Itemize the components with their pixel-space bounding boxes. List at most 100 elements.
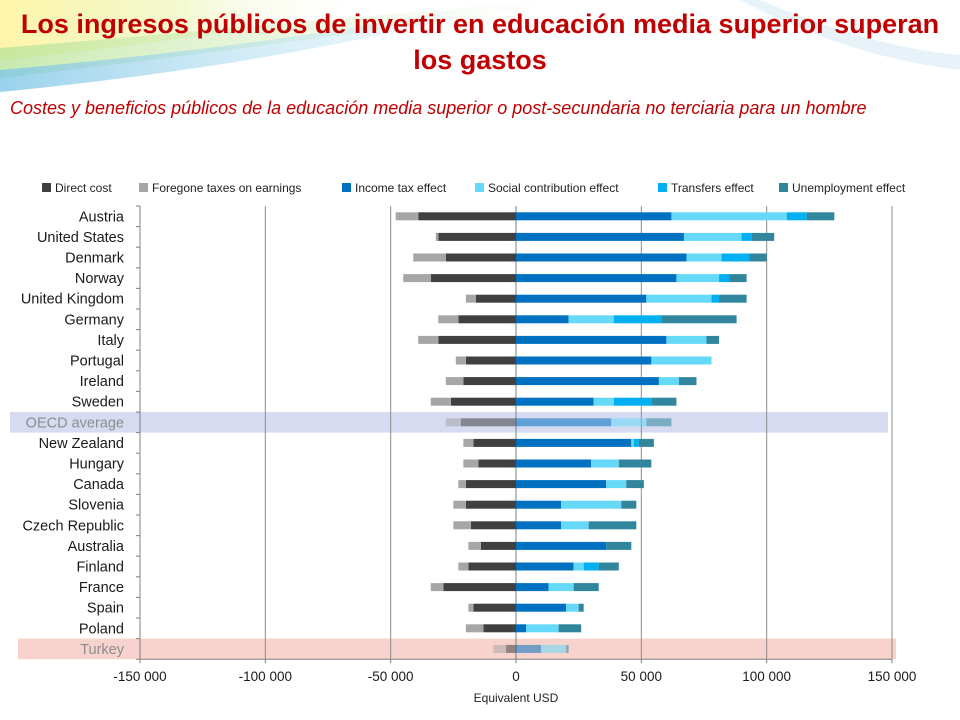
bar-czech-republic-direct-cost bbox=[470, 521, 516, 530]
bar-poland-foregone-taxes-on-earnings bbox=[465, 624, 484, 633]
bar-sweden-income-tax-effect bbox=[516, 397, 594, 406]
bar-austria-social-contribution-effect bbox=[671, 212, 787, 221]
bar-new-zealand-social-contribution-effect bbox=[631, 438, 634, 447]
bar-austria-direct-cost bbox=[418, 212, 516, 221]
x-axis-title: Equivalent USD bbox=[474, 691, 559, 705]
bar-sweden-unemployment-effect bbox=[651, 397, 677, 406]
bar-oecd-average-foregone-taxes-on-earnings bbox=[445, 418, 461, 427]
bar-hungary-social-contribution-effect bbox=[591, 459, 619, 468]
bar-sweden-direct-cost bbox=[450, 397, 516, 406]
bar-germany-social-contribution-effect bbox=[568, 315, 614, 324]
highlight-bands bbox=[10, 412, 896, 660]
category-label-norway: Norway bbox=[75, 271, 125, 287]
bar-united-states-social-contribution-effect bbox=[683, 232, 742, 241]
bar-czech-republic-unemployment-effect bbox=[588, 521, 637, 530]
bar-czech-republic-income-tax-effect bbox=[516, 521, 562, 530]
x-tick-label: 50 000 bbox=[621, 669, 662, 684]
legend-swatch-unemployment-effect bbox=[779, 183, 788, 192]
bar-canada-foregone-taxes-on-earnings bbox=[458, 480, 466, 489]
bar-poland-direct-cost bbox=[483, 624, 516, 633]
bar-new-zealand-unemployment-effect bbox=[638, 438, 654, 447]
category-label-austria: Austria bbox=[79, 209, 125, 225]
bar-oecd-average-income-tax-effect bbox=[516, 418, 612, 427]
category-label-canada: Canada bbox=[73, 477, 125, 493]
category-label-hungary: Hungary bbox=[69, 457, 125, 473]
bar-canada-unemployment-effect bbox=[626, 480, 644, 489]
legend-label-direct-cost: Direct cost bbox=[55, 181, 112, 195]
category-label-czech-republic: Czech Republic bbox=[22, 518, 124, 534]
bar-spain-foregone-taxes-on-earnings bbox=[468, 603, 474, 612]
category-label-ireland: Ireland bbox=[80, 374, 124, 390]
bar-portugal-income-tax-effect bbox=[516, 356, 652, 365]
x-tick-label: 0 bbox=[512, 669, 520, 684]
bar-canada-social-contribution-effect bbox=[606, 480, 627, 489]
bar-finland-income-tax-effect bbox=[516, 562, 574, 571]
bar-united-states-foregone-taxes-on-earnings bbox=[435, 232, 439, 241]
category-label-portugal: Portugal bbox=[70, 354, 124, 370]
bar-united-kingdom-foregone-taxes-on-earnings bbox=[465, 294, 476, 303]
category-label-sweden: Sweden bbox=[72, 395, 124, 411]
bar-france-unemployment-effect bbox=[573, 583, 599, 592]
bar-oecd-average-social-contribution-effect bbox=[611, 418, 647, 427]
bar-australia-direct-cost bbox=[480, 541, 516, 550]
bar-slovenia-foregone-taxes-on-earnings bbox=[453, 500, 466, 509]
bar-germany-unemployment-effect bbox=[661, 315, 737, 324]
bar-finland-unemployment-effect bbox=[598, 562, 619, 571]
bar-slovenia-social-contribution-effect bbox=[561, 500, 622, 509]
bar-ireland-direct-cost bbox=[463, 377, 516, 386]
bar-austria-income-tax-effect bbox=[516, 212, 672, 221]
bar-germany-transfers-effect bbox=[613, 315, 662, 324]
bar-slovenia-unemployment-effect bbox=[621, 500, 637, 509]
category-label-germany: Germany bbox=[64, 312, 124, 328]
bar-poland-income-tax-effect bbox=[516, 624, 527, 633]
bar-oecd-average-unemployment-effect bbox=[646, 418, 672, 427]
decorative-background-swoosh bbox=[0, 0, 960, 100]
bar-czech-republic-social-contribution-effect bbox=[561, 521, 589, 530]
bar-spain-social-contribution-effect bbox=[566, 603, 579, 612]
bar-norway-unemployment-effect bbox=[729, 274, 747, 283]
bar-norway-social-contribution-effect bbox=[676, 274, 720, 283]
bar-united-kingdom-income-tax-effect bbox=[516, 294, 647, 303]
legend-swatch-social-contribution-effect bbox=[475, 183, 484, 192]
bar-sweden-social-contribution-effect bbox=[593, 397, 614, 406]
x-tick-label: -100 000 bbox=[239, 669, 292, 684]
bar-italy-foregone-taxes-on-earnings bbox=[418, 335, 439, 344]
bar-spain-income-tax-effect bbox=[516, 603, 567, 612]
chart-bars bbox=[395, 212, 835, 653]
bar-germany-direct-cost bbox=[458, 315, 516, 324]
bar-spain-direct-cost bbox=[473, 603, 516, 612]
category-label-spain: Spain bbox=[87, 601, 124, 617]
bar-austria-transfers-effect bbox=[786, 212, 807, 221]
bar-sweden-foregone-taxes-on-earnings bbox=[430, 397, 451, 406]
bar-united-states-unemployment-effect bbox=[751, 232, 775, 241]
bar-portugal-direct-cost bbox=[465, 356, 516, 365]
legend-label-income-tax-effect: Income tax effect bbox=[355, 181, 447, 195]
category-label-turkey: Turkey bbox=[80, 642, 125, 658]
bar-norway-foregone-taxes-on-earnings bbox=[403, 274, 431, 283]
bar-new-zealand-transfers-effect bbox=[633, 438, 639, 447]
bar-italy-unemployment-effect bbox=[706, 335, 720, 344]
y-axis: Austria United States Denmark Norway United … bbox=[21, 205, 141, 660]
bar-new-zealand-foregone-taxes-on-earnings bbox=[463, 438, 474, 447]
chart-legend: Direct cost Foregone taxes on earnings Inc… bbox=[42, 181, 906, 195]
bar-norway-income-tax-effect bbox=[516, 274, 677, 283]
bar-germany-foregone-taxes-on-earnings bbox=[438, 315, 459, 324]
legend-swatch-income-tax-effect bbox=[342, 183, 351, 192]
bar-turkey-unemployment-effect bbox=[566, 644, 569, 653]
bar-spain-unemployment-effect bbox=[578, 603, 584, 612]
bar-denmark-direct-cost bbox=[445, 253, 516, 262]
bar-australia-foregone-taxes-on-earnings bbox=[468, 541, 481, 550]
category-label-oecd-average: OECD average bbox=[26, 415, 124, 431]
category-label-united-states: United States bbox=[37, 230, 124, 246]
bar-slovenia-direct-cost bbox=[465, 500, 516, 509]
bar-new-zealand-income-tax-effect bbox=[516, 438, 632, 447]
bar-united-states-direct-cost bbox=[438, 232, 516, 241]
bar-ireland-social-contribution-effect bbox=[658, 377, 679, 386]
bar-portugal-foregone-taxes-on-earnings bbox=[455, 356, 466, 365]
bar-italy-direct-cost bbox=[438, 335, 516, 344]
category-label-italy: Italy bbox=[97, 333, 124, 349]
category-label-new-zealand: New Zealand bbox=[39, 436, 124, 452]
bar-france-foregone-taxes-on-earnings bbox=[430, 583, 444, 592]
bar-ireland-income-tax-effect bbox=[516, 377, 659, 386]
bar-france-social-contribution-effect bbox=[548, 583, 574, 592]
